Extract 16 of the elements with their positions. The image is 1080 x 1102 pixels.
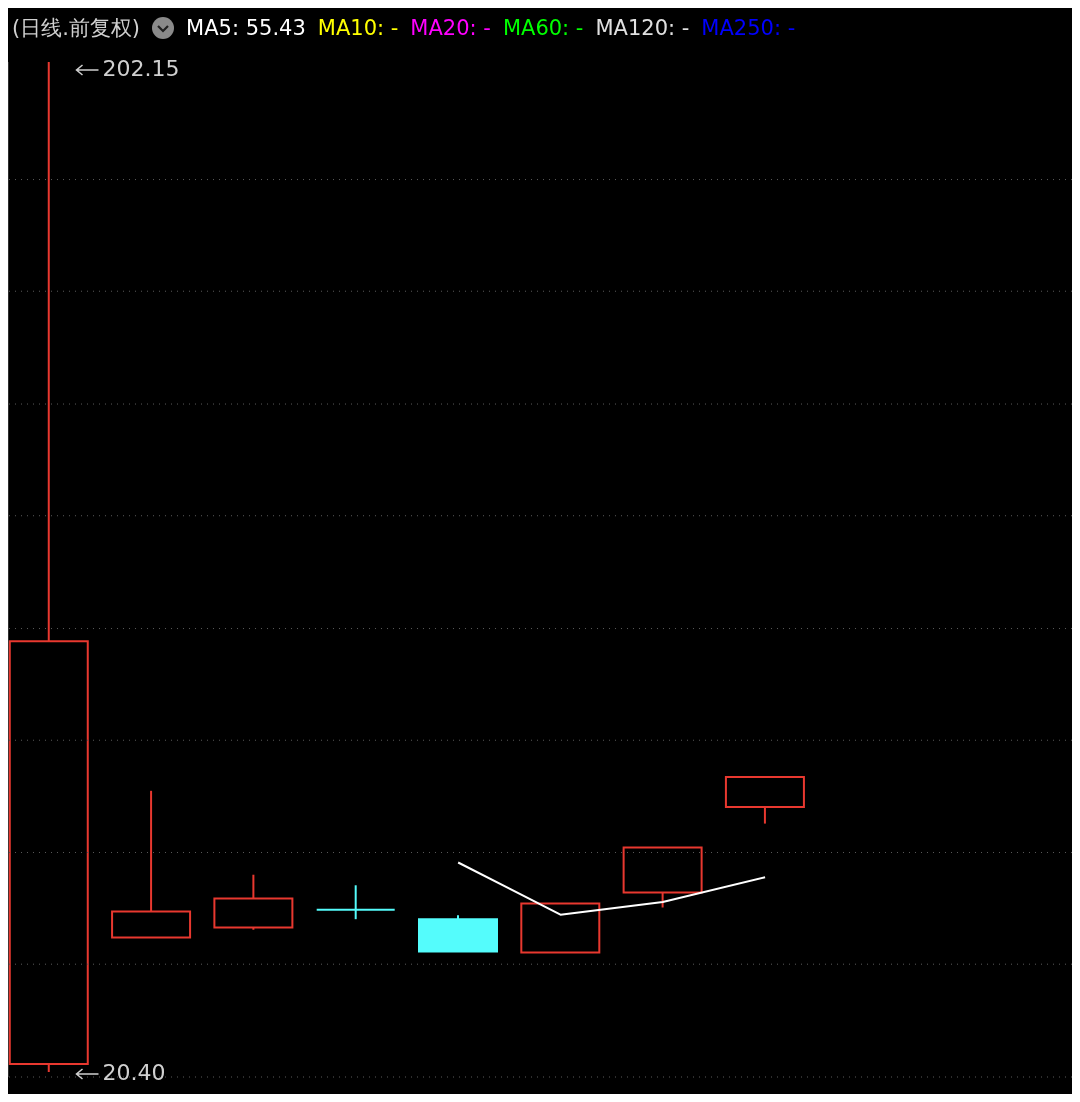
text: : - (562, 16, 584, 40)
annotation: 20.40 (102, 1060, 166, 1085)
text: : - (773, 16, 796, 40)
legend-label: MA20 (410, 16, 470, 40)
annotation: 202.15 (102, 56, 180, 81)
text: : - (469, 16, 491, 40)
legend-label: MA120 (595, 16, 669, 40)
candlestick (316, 885, 395, 920)
legend-label: MA60 (502, 16, 563, 40)
legend-label: MA250 (701, 16, 774, 40)
text: : 55.43 (231, 16, 306, 40)
legend-label: MA10 (317, 16, 378, 40)
text: : - (668, 16, 690, 40)
chart-title: (日线.前复权) (12, 15, 141, 42)
text: : - (377, 16, 399, 40)
text: MA5 (186, 16, 232, 40)
